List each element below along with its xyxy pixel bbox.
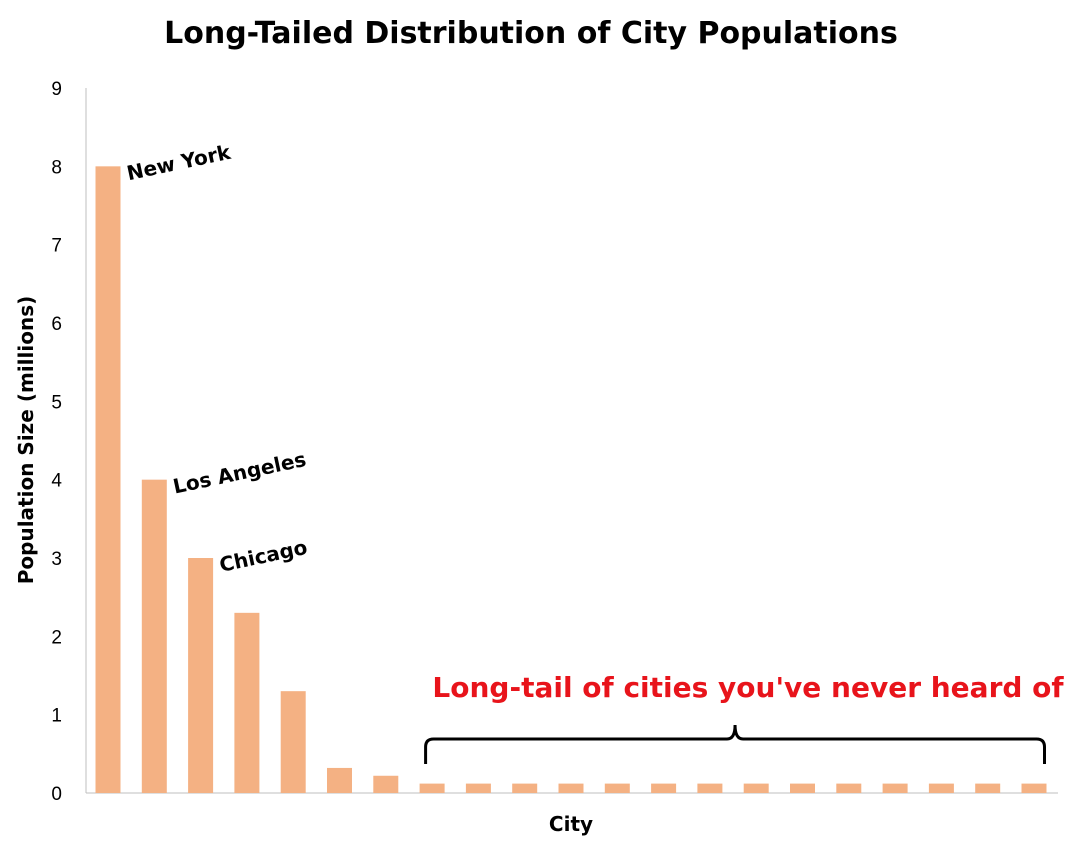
bar <box>604 783 630 793</box>
bar <box>697 783 723 793</box>
bar <box>882 783 908 793</box>
bar <box>280 691 306 793</box>
bar <box>743 783 769 793</box>
bar <box>975 783 1001 793</box>
bar <box>327 767 352 793</box>
y-tick-label: 7 <box>51 236 62 257</box>
chart-title: Long-Tailed Distribution of City Populat… <box>164 16 898 51</box>
y-tick-label: 0 <box>51 784 62 805</box>
y-tick-label: 8 <box>51 157 62 178</box>
y-tick-label: 3 <box>51 549 62 570</box>
city-annotation: Los Angeles <box>171 447 308 499</box>
bar <box>558 783 584 793</box>
y-tick-label: 6 <box>51 314 62 335</box>
bar <box>928 783 954 793</box>
x-axis-label: City <box>549 812 593 836</box>
bar <box>373 775 399 793</box>
y-tick-label: 9 <box>51 79 62 100</box>
bar <box>465 783 491 793</box>
y-tick-label: 5 <box>51 392 62 413</box>
y-tick-label: 2 <box>51 627 62 648</box>
bar <box>790 783 815 793</box>
city-annotation: New York <box>125 140 234 186</box>
annotations: New York Los Angeles Chicago Long-tail of c… <box>125 140 1064 764</box>
y-axis: 0 1 2 3 4 5 6 7 8 9 <box>51 79 87 805</box>
bar <box>419 783 445 793</box>
tail-bracket <box>424 724 1046 764</box>
bar <box>836 783 862 793</box>
bar <box>651 783 677 793</box>
bars <box>95 166 1047 794</box>
bar <box>95 166 121 794</box>
y-tick-label: 1 <box>51 706 62 727</box>
y-tick-label: 4 <box>51 471 62 492</box>
bar <box>141 479 167 793</box>
bar <box>234 612 260 793</box>
bar <box>1021 783 1047 793</box>
city-annotation: Chicago <box>217 535 309 577</box>
bar <box>188 558 214 793</box>
y-axis-label: Population Size (millions) <box>14 296 38 585</box>
bar <box>512 783 538 793</box>
long-tail-annotation: Long-tail of cities you've never heard o… <box>432 671 1064 704</box>
